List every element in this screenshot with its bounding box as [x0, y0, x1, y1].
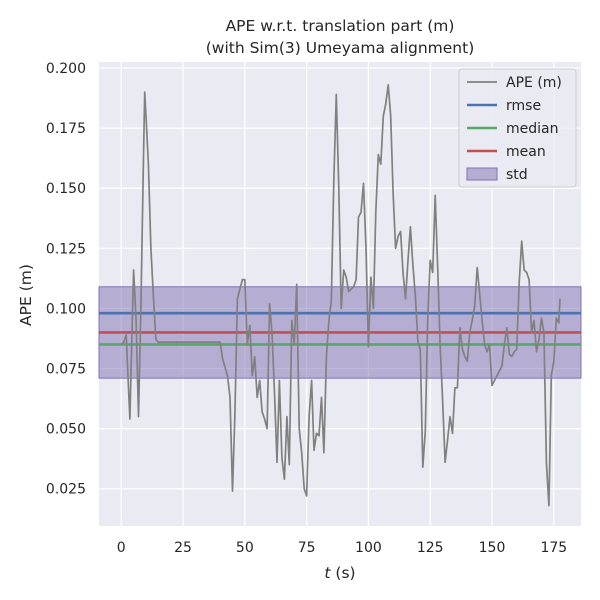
chart-title: APE w.r.t. translation part (m)	[226, 17, 455, 35]
y-tick-label: 0.100	[46, 301, 86, 317]
y-axis-ticks: 0.025 0.050 0.075 0.100 0.125 0.150 0.175 0.200	[46, 61, 86, 498]
x-tick-label: 25	[174, 540, 192, 556]
ape-series-line	[120, 83, 561, 507]
x-tick-label: 0	[117, 540, 126, 556]
x-tick-label: 75	[298, 540, 316, 556]
series-layer	[120, 83, 561, 507]
legend: APE (m) rmse median mean std	[458, 68, 577, 188]
y-tick-label: 0.075	[46, 362, 86, 378]
x-axis-label: t (s)	[324, 564, 355, 582]
y-tick-label: 0.050	[46, 422, 86, 438]
x-axis-ticks: 0 25 50 75 100 125 150 175	[117, 540, 567, 556]
x-tick-label: 50	[236, 540, 254, 556]
legend-label-mean: mean	[506, 144, 546, 160]
x-axis-label-unit: (s)	[330, 564, 355, 582]
legend-swatch-std	[466, 167, 498, 181]
y-tick-label: 0.125	[46, 241, 86, 257]
y-tick-label: 0.200	[46, 61, 86, 77]
x-tick-label: 125	[417, 540, 444, 556]
legend-label-median: median	[506, 121, 558, 137]
x-tick-label: 150	[479, 540, 506, 556]
legend-frame	[458, 68, 577, 188]
x-axis-label-var: t	[324, 564, 331, 582]
x-tick-label: 100	[355, 540, 382, 556]
chart-subtitle: (with Sim(3) Umeyama alignment)	[206, 39, 475, 57]
y-tick-label: 0.150	[46, 181, 86, 197]
x-tick-label: 175	[540, 540, 567, 556]
y-tick-label: 0.025	[46, 482, 86, 498]
legend-label-ape: APE (m)	[506, 75, 562, 91]
y-tick-label: 0.175	[46, 121, 86, 137]
legend-label-rmse: rmse	[506, 98, 541, 114]
y-axis-label: APE (m)	[17, 264, 35, 326]
stat-lines	[99, 311, 581, 346]
legend-label-std: std	[506, 167, 528, 183]
